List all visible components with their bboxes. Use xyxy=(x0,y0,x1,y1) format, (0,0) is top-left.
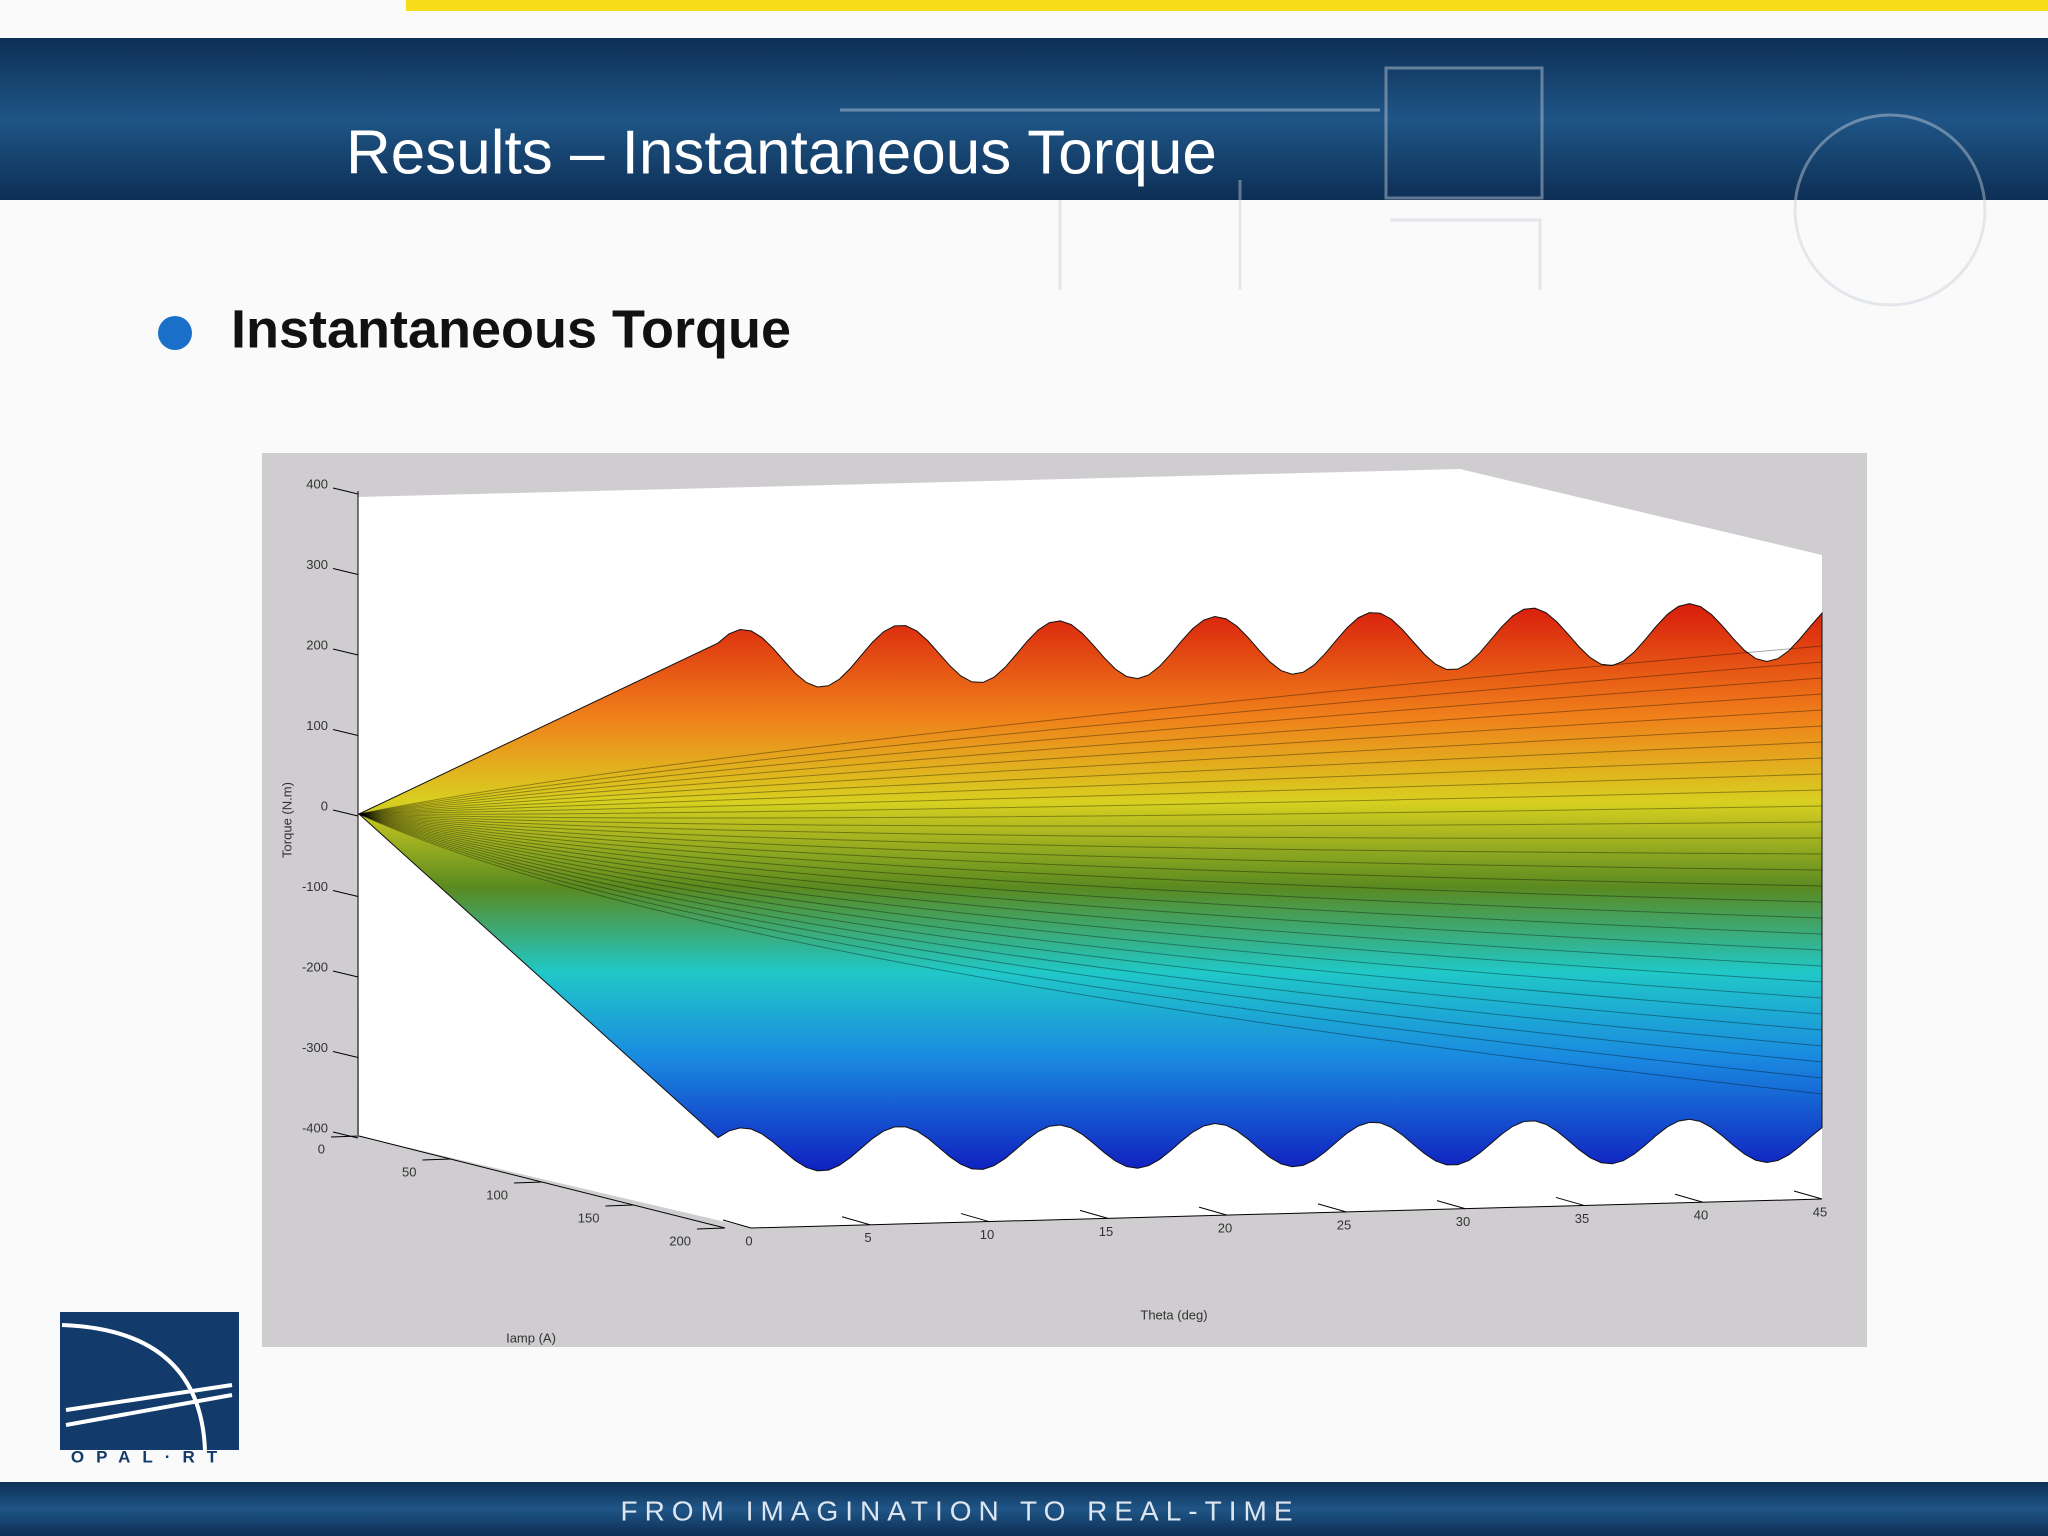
x-tick-label: 20 xyxy=(1218,1221,1232,1236)
mesh-line xyxy=(358,813,1823,1047)
x-tick-label: 25 xyxy=(1337,1217,1351,1232)
mesh-line xyxy=(358,813,1823,871)
y-tick-label: 200 xyxy=(669,1233,691,1248)
z-tick xyxy=(332,648,359,656)
x-tick-label: 40 xyxy=(1694,1208,1708,1223)
x-tick-label: 0 xyxy=(745,1233,752,1248)
mesh-line xyxy=(358,693,1823,815)
mesh-line xyxy=(358,813,1823,839)
mesh-line xyxy=(358,661,1823,815)
z-tick-label: 0 xyxy=(321,798,328,813)
x-tick xyxy=(1198,1206,1228,1216)
x-axis-line xyxy=(750,1198,1823,1229)
z-tick xyxy=(332,729,359,736)
x-tick-label: 45 xyxy=(1813,1204,1827,1219)
x-tick xyxy=(1079,1209,1109,1219)
x-tick-label: 5 xyxy=(864,1230,871,1245)
y-tick-label: 150 xyxy=(578,1210,600,1225)
accent-bar xyxy=(406,0,2048,11)
mesh-line xyxy=(358,813,1823,919)
bullet-text: Instantaneous Torque xyxy=(231,299,791,359)
header-band xyxy=(0,38,2048,200)
mesh-line xyxy=(358,813,1823,855)
y-tick xyxy=(696,1227,726,1230)
logo-mark xyxy=(60,1312,239,1450)
z-tick xyxy=(332,890,359,897)
z-tick-label: -100 xyxy=(302,879,328,894)
x-tick xyxy=(1317,1203,1347,1213)
y-tick xyxy=(605,1204,634,1207)
z-tick-label: -400 xyxy=(302,1120,328,1135)
x-tick-label: 30 xyxy=(1456,1214,1470,1229)
z-tick xyxy=(332,487,359,495)
logo-text: OPAL·RT xyxy=(71,1447,229,1466)
x-tick xyxy=(1674,1193,1704,1203)
x-tick xyxy=(841,1216,871,1226)
mesh-line xyxy=(358,813,1823,967)
mesh-line xyxy=(358,813,1823,983)
x-tick-label: 10 xyxy=(980,1227,994,1242)
slide-title: Results – Instantaneous Torque xyxy=(346,118,1217,187)
y-tick xyxy=(330,1135,360,1138)
x-tick-label: 35 xyxy=(1575,1211,1589,1226)
x-tick xyxy=(722,1219,752,1229)
x-tick xyxy=(1555,1196,1585,1206)
mesh-line xyxy=(358,813,1823,1063)
y-tick-label: 0 xyxy=(318,1141,325,1156)
mesh-line xyxy=(358,709,1823,815)
z-tick-label: 200 xyxy=(306,637,328,652)
logo-lines xyxy=(61,1323,233,1451)
mesh-line xyxy=(358,813,1823,903)
mesh-line xyxy=(358,813,1823,999)
x-tick xyxy=(960,1213,990,1223)
mesh-line xyxy=(358,741,1823,815)
mesh-line xyxy=(358,813,1823,1015)
mesh-line xyxy=(358,805,1823,819)
z-tick-label: 100 xyxy=(306,718,328,733)
mesh-line xyxy=(358,813,1823,827)
mesh-line xyxy=(358,773,1823,815)
mesh-line xyxy=(358,813,1823,935)
y-tick-label: 100 xyxy=(486,1187,508,1202)
mesh-line xyxy=(358,757,1823,815)
x-tick-label: 15 xyxy=(1099,1224,1113,1239)
y-axis-label: Iamp (A) xyxy=(506,1330,556,1345)
mesh-line xyxy=(358,813,1823,1095)
mesh-line xyxy=(358,813,1823,1031)
z-tick xyxy=(332,809,359,817)
z-tick xyxy=(332,1051,359,1058)
mesh-line xyxy=(358,677,1823,815)
x-tick xyxy=(1793,1190,1823,1200)
y-tick-label: 50 xyxy=(402,1164,416,1179)
y-tick xyxy=(422,1158,451,1161)
z-tick-label: 400 xyxy=(306,476,328,491)
mesh-line xyxy=(358,645,1823,815)
z-tick xyxy=(332,970,359,978)
z-tick-label: 300 xyxy=(306,557,328,572)
mesh-line xyxy=(358,813,1823,1079)
z-tick-label: -300 xyxy=(302,1040,328,1055)
footer-band xyxy=(0,1482,2048,1536)
mesh-line xyxy=(358,813,1823,887)
y-tick xyxy=(513,1181,543,1184)
mesh-line xyxy=(358,813,1823,951)
footer-text: FROM IMAGINATION TO REAL-TIME xyxy=(620,1495,1299,1526)
mesh-line xyxy=(358,789,1823,815)
surface-layer xyxy=(358,603,1823,1172)
mesh-line xyxy=(358,725,1823,815)
x-tick xyxy=(1436,1200,1466,1210)
z-tick xyxy=(332,568,359,575)
z-tick xyxy=(332,1131,359,1139)
surface xyxy=(358,603,1823,1172)
bullet-dot xyxy=(158,316,192,350)
z-axis-label: Torque (N.m) xyxy=(279,782,294,858)
x-axis-label: Theta (deg) xyxy=(1140,1307,1207,1322)
z-tick-label: -200 xyxy=(302,959,328,974)
circuit-decoration xyxy=(840,66,1987,307)
